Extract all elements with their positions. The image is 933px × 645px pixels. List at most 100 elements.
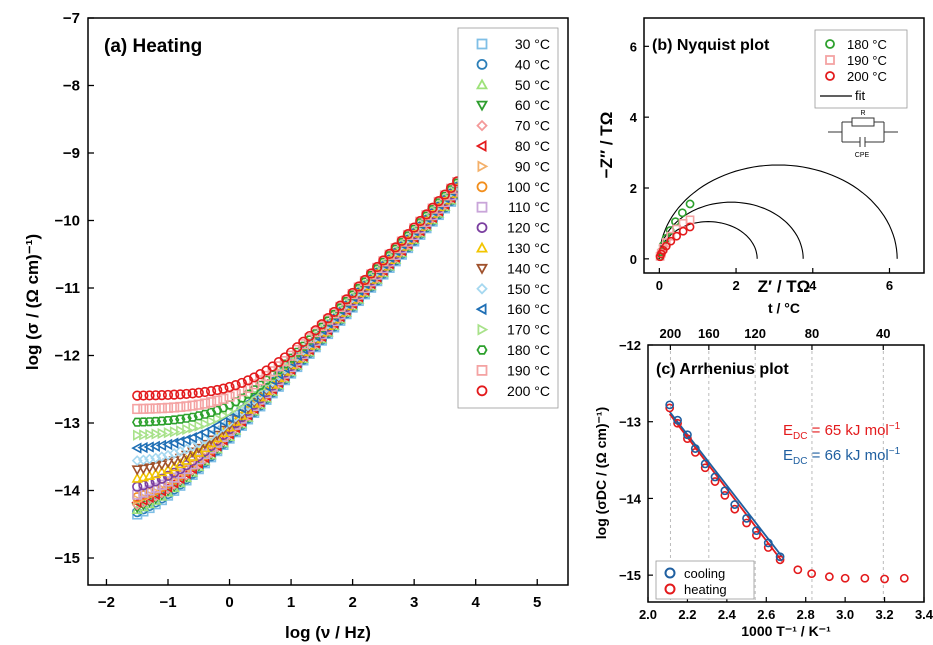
y-tick-label: −13 xyxy=(55,415,80,432)
legend-label: 200 °C xyxy=(507,383,550,399)
legend-label: 180 °C xyxy=(507,342,550,358)
y-tick-label: 4 xyxy=(630,110,638,125)
legend-item: 120 °C xyxy=(476,220,550,236)
data-point xyxy=(775,555,785,565)
x-tick-label: 3.2 xyxy=(876,607,894,622)
legend-item: fit xyxy=(820,88,866,103)
data-point xyxy=(763,538,773,548)
data-point xyxy=(139,429,150,441)
legend-item: 110 °C xyxy=(476,199,550,215)
data-point xyxy=(200,418,211,430)
data-point xyxy=(396,235,407,246)
x-tick-label: 2.6 xyxy=(757,607,775,622)
legend-item: 200 °C xyxy=(476,383,550,399)
legend-item: 180 °C xyxy=(476,342,550,358)
data-point xyxy=(193,387,204,398)
activation-energy-label: EDC = 66 kJ mol−1 xyxy=(783,446,901,467)
top-tick-label: 200 xyxy=(660,326,682,341)
data-point xyxy=(138,403,149,414)
data-point xyxy=(162,415,174,426)
data-point xyxy=(174,453,186,464)
activation-energy-label: EDC = 65 kJ mol−1 xyxy=(783,421,901,442)
panel-a-marks xyxy=(131,169,470,520)
data-point xyxy=(192,429,203,441)
legend-label: 190 °C xyxy=(847,53,887,68)
x-tick-label: 2.2 xyxy=(678,607,696,622)
legend-label: 120 °C xyxy=(507,220,550,236)
panel-c-annotations: EDC = 65 kJ mol−1 EDC = 66 kJ mol−1 xyxy=(783,421,901,467)
legend-item: 190 °C xyxy=(476,362,550,378)
data-point xyxy=(206,415,218,428)
panel-a-ylabel: log (σ / (Ω cm)⁻¹) xyxy=(23,234,42,370)
data-point xyxy=(673,415,682,425)
data-point xyxy=(150,416,161,426)
data-point xyxy=(131,465,143,476)
data-point xyxy=(187,388,198,399)
data-point xyxy=(199,442,211,453)
data-point xyxy=(677,208,687,218)
data-point xyxy=(273,361,284,372)
data-point xyxy=(180,434,191,446)
data-point xyxy=(243,393,254,405)
legend-marker xyxy=(664,567,676,579)
data-point xyxy=(175,401,186,413)
x-tick-label: 3.0 xyxy=(836,607,854,622)
y-tick-label: −9 xyxy=(63,145,80,162)
data-point xyxy=(156,390,167,401)
legend-marker xyxy=(476,201,488,213)
data-point xyxy=(661,238,671,247)
data-point xyxy=(666,236,676,246)
panel-c-xlabel: 1000 T⁻¹ / K⁻¹ xyxy=(741,623,831,639)
data-point xyxy=(156,416,168,426)
data-point xyxy=(409,222,420,233)
panel-a-legend-box xyxy=(457,27,559,409)
data-point xyxy=(665,400,675,410)
series-heating xyxy=(665,403,909,584)
x-tick-label: 3 xyxy=(410,594,418,611)
data-point xyxy=(187,412,198,422)
data-point xyxy=(690,448,700,457)
data-point xyxy=(860,573,870,583)
legend-label: 50 °C xyxy=(515,77,550,93)
data-point xyxy=(132,403,143,415)
panel-a-ticks: −2 −1 0 1 2 3 4 5−7−8−9−10−11−12−13−14−15 xyxy=(55,10,542,611)
data-point xyxy=(298,336,309,347)
x-tick-label: 2.4 xyxy=(718,607,737,622)
legend-marker xyxy=(475,139,487,153)
data-point xyxy=(187,400,198,411)
data-point xyxy=(138,417,149,427)
legend-label: 90 °C xyxy=(515,158,550,174)
x-tick-label: 4 xyxy=(809,278,817,293)
data-point xyxy=(415,215,426,227)
equivalent-circuit-icon: R CPE xyxy=(828,110,898,159)
data-point xyxy=(279,352,291,363)
legend-label: 80 °C xyxy=(515,138,550,154)
legend-marker xyxy=(476,222,488,234)
data-point xyxy=(145,428,156,441)
top-tick-label: 80 xyxy=(805,326,819,341)
fit-curve xyxy=(658,201,804,259)
legend-marker xyxy=(475,263,489,275)
legend-label: 160 °C xyxy=(507,301,550,317)
y-tick-label: 2 xyxy=(630,181,637,196)
x-tick-label: 2.0 xyxy=(639,607,657,622)
fit-curve xyxy=(658,221,758,259)
legend-marker xyxy=(476,119,488,132)
data-point xyxy=(292,342,303,353)
data-point xyxy=(341,294,352,305)
data-point xyxy=(242,397,253,409)
data-point xyxy=(205,397,217,408)
legend-marker xyxy=(476,364,488,376)
data-point xyxy=(390,242,401,253)
data-point xyxy=(272,368,284,380)
y-tick-label: −8 xyxy=(63,78,80,95)
data-point xyxy=(174,435,185,448)
data-point xyxy=(285,347,297,358)
data-point xyxy=(445,182,457,194)
x-tick-label: 4 xyxy=(472,594,481,611)
data-point xyxy=(138,487,149,498)
legend-marker xyxy=(476,59,488,70)
data-point xyxy=(236,377,247,389)
series-cooling xyxy=(665,400,785,562)
